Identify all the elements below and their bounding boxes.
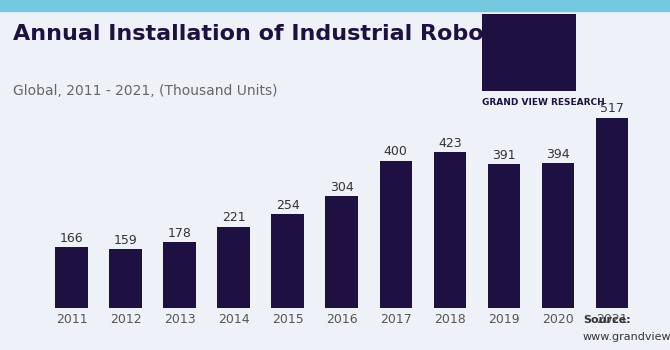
Text: 517: 517 <box>600 102 624 115</box>
Text: 221: 221 <box>222 211 245 224</box>
Bar <box>326 196 358 308</box>
Bar <box>488 164 520 308</box>
Bar <box>433 152 466 308</box>
Bar <box>596 118 628 308</box>
Bar <box>163 243 196 308</box>
Text: 254: 254 <box>276 199 299 212</box>
Text: www.grandviewresearch.com: www.grandviewresearch.com <box>583 332 670 343</box>
Text: 178: 178 <box>168 227 192 240</box>
Text: 391: 391 <box>492 149 515 162</box>
Bar <box>56 247 88 308</box>
Text: 423: 423 <box>438 137 462 150</box>
Text: 166: 166 <box>60 232 84 245</box>
Bar <box>541 163 574 308</box>
Bar <box>271 215 304 308</box>
Text: Annual Installation of Industrial Robots: Annual Installation of Industrial Robots <box>13 25 508 44</box>
Bar <box>109 250 142 308</box>
Text: 400: 400 <box>384 145 407 159</box>
Text: GRAND VIEW RESEARCH: GRAND VIEW RESEARCH <box>482 98 605 107</box>
Text: 159: 159 <box>114 234 137 247</box>
Bar <box>379 161 412 308</box>
Text: 304: 304 <box>330 181 354 194</box>
Text: Source:: Source: <box>583 315 630 325</box>
Text: Global, 2011 - 2021, (Thousand Units): Global, 2011 - 2021, (Thousand Units) <box>13 84 278 98</box>
Bar <box>218 226 250 308</box>
Text: 394: 394 <box>546 148 570 161</box>
